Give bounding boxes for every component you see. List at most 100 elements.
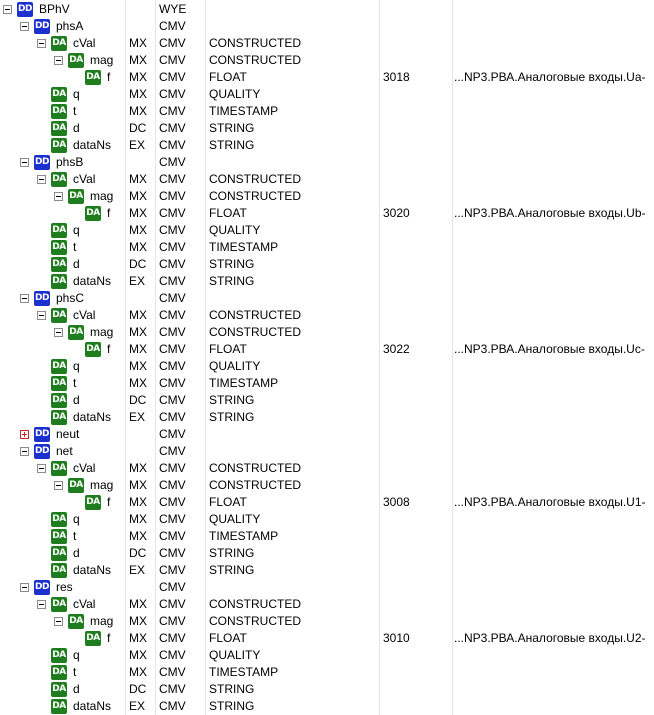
node-name[interactable]: net — [56, 444, 73, 458]
tree-row[interactable]: DA q MX CMV QUALITY — [0, 647, 654, 664]
tree-row[interactable]: DA mag MX CMV CONSTRUCTED — [0, 188, 654, 205]
collapse-minus-icon[interactable] — [37, 600, 46, 609]
node-name[interactable]: q — [73, 359, 80, 373]
node-name[interactable]: mag — [90, 53, 114, 67]
tree-row[interactable]: DA t MX CMV TIMESTAMP — [0, 375, 654, 392]
collapse-minus-icon[interactable] — [54, 56, 63, 65]
tree-row[interactable]: DA d DC CMV STRING — [0, 681, 654, 698]
collapse-minus-icon[interactable] — [37, 175, 46, 184]
tree-row[interactable]: DA d DC CMV STRING — [0, 545, 654, 562]
tree-row[interactable]: DA f MX CMV FLOAT 3022 ...NP3.РВА.Аналоговые в… — [0, 341, 654, 358]
node-name[interactable]: cVal — [73, 308, 96, 322]
node-name[interactable]: d — [73, 121, 80, 135]
tree-row[interactable]: DD neut CMV — [0, 426, 654, 443]
tree-row[interactable]: DA cVal MX CMV CONSTRUCTED — [0, 596, 654, 613]
tree-row[interactable]: DA t MX CMV TIMESTAMP — [0, 239, 654, 256]
tree-row[interactable]: DA mag MX CMV CONSTRUCTED — [0, 52, 654, 69]
node-name[interactable]: d — [73, 682, 80, 696]
node-name[interactable]: t — [73, 665, 77, 679]
node-name[interactable]: q — [73, 512, 80, 526]
tree-row[interactable]: DA cVal MX CMV CONSTRUCTED — [0, 460, 654, 477]
tree-row[interactable]: DA q MX CMV QUALITY — [0, 358, 654, 375]
tree-row[interactable]: DA dataNs EX CMV STRING — [0, 137, 654, 154]
node-name[interactable]: d — [73, 546, 80, 560]
collapse-minus-icon[interactable] — [20, 447, 29, 456]
tree-row[interactable]: DA f MX CMV FLOAT 3010 ...NP3.РВА.Аналоговые в… — [0, 630, 654, 647]
collapse-minus-icon[interactable] — [20, 22, 29, 31]
node-name[interactable]: mag — [90, 478, 114, 492]
tree-row[interactable]: DA dataNs EX CMV STRING — [0, 273, 654, 290]
tree-row[interactable]: DD res CMV — [0, 579, 654, 596]
collapse-minus-icon[interactable] — [54, 328, 63, 337]
tree-row[interactable]: DA d DC CMV STRING — [0, 392, 654, 409]
tree-row[interactable]: DA q MX CMV QUALITY — [0, 511, 654, 528]
tree-row[interactable]: DA f MX CMV FLOAT 3020 ...NP3.РВА.Аналоговые в… — [0, 205, 654, 222]
node-name[interactable]: dataNs — [73, 563, 112, 577]
expand-plus-icon[interactable] — [20, 430, 29, 439]
node-name[interactable]: t — [73, 104, 77, 118]
collapse-minus-icon[interactable] — [37, 39, 46, 48]
tree-row[interactable]: DA mag MX CMV CONSTRUCTED — [0, 477, 654, 494]
node-name[interactable]: dataNs — [73, 699, 112, 713]
tree-row[interactable]: DA dataNs EX CMV STRING — [0, 409, 654, 426]
collapse-minus-icon[interactable] — [37, 464, 46, 473]
node-name[interactable]: dataNs — [73, 274, 112, 288]
node-name[interactable]: d — [73, 257, 80, 271]
tree-row[interactable]: DA cVal MX CMV CONSTRUCTED — [0, 171, 654, 188]
node-name[interactable]: f — [107, 631, 111, 645]
node-name[interactable]: BPhV — [39, 2, 70, 16]
collapse-minus-icon[interactable] — [20, 158, 29, 167]
collapse-minus-icon[interactable] — [20, 583, 29, 592]
node-name[interactable]: t — [73, 240, 77, 254]
node-name[interactable]: t — [73, 376, 77, 390]
node-name[interactable]: t — [73, 529, 77, 543]
node-name[interactable]: cVal — [73, 172, 96, 186]
tree-row[interactable]: DA dataNs EX CMV STRING — [0, 698, 654, 715]
node-name[interactable]: q — [73, 223, 80, 237]
tree-row[interactable]: DD phsA CMV — [0, 18, 654, 35]
collapse-minus-icon[interactable] — [54, 192, 63, 201]
node-name[interactable]: mag — [90, 614, 114, 628]
tree-row[interactable]: DA d DC CMV STRING — [0, 256, 654, 273]
tree-row[interactable]: DD BPhV WYE — [0, 1, 654, 18]
collapse-minus-icon[interactable] — [54, 481, 63, 490]
node-name[interactable]: d — [73, 393, 80, 407]
node-name[interactable]: neut — [56, 427, 80, 441]
node-name[interactable]: mag — [90, 325, 114, 339]
node-name[interactable]: f — [107, 495, 111, 509]
node-name[interactable]: phsC — [56, 291, 85, 305]
collapse-minus-icon[interactable] — [3, 5, 12, 14]
node-name[interactable]: f — [107, 342, 111, 356]
node-name[interactable]: dataNs — [73, 410, 112, 424]
tree-row[interactable]: DA mag MX CMV CONSTRUCTED — [0, 324, 654, 341]
tree-row[interactable]: DA mag MX CMV CONSTRUCTED — [0, 613, 654, 630]
node-name[interactable]: cVal — [73, 461, 96, 475]
tree-row[interactable]: DA q MX CMV QUALITY — [0, 86, 654, 103]
node-name[interactable]: mag — [90, 189, 114, 203]
tree-row[interactable]: DA t MX CMV TIMESTAMP — [0, 664, 654, 681]
tree-row[interactable]: DA f MX CMV FLOAT 3018 ...NP3.РВА.Аналоговые в… — [0, 69, 654, 86]
tree-row[interactable]: DD phsB CMV — [0, 154, 654, 171]
node-name[interactable]: f — [107, 206, 111, 220]
tree-row[interactable]: DA t MX CMV TIMESTAMP — [0, 528, 654, 545]
tree-row[interactable]: DA cVal MX CMV CONSTRUCTED — [0, 35, 654, 52]
tree-row[interactable]: DA d DC CMV STRING — [0, 120, 654, 137]
tree-row[interactable]: DD phsC CMV — [0, 290, 654, 307]
node-name[interactable]: f — [107, 70, 111, 84]
tree-row[interactable]: DA cVal MX CMV CONSTRUCTED — [0, 307, 654, 324]
node-name[interactable]: phsA — [56, 19, 84, 33]
node-name[interactable]: q — [73, 87, 80, 101]
node-name[interactable]: q — [73, 648, 80, 662]
tree-row[interactable]: DA t MX CMV TIMESTAMP — [0, 103, 654, 120]
tree-row[interactable]: DA q MX CMV QUALITY — [0, 222, 654, 239]
node-name[interactable]: cVal — [73, 597, 96, 611]
collapse-minus-icon[interactable] — [37, 311, 46, 320]
tree-row[interactable]: DA f MX CMV FLOAT 3008 ...NP3.РВА.Аналоговые в… — [0, 494, 654, 511]
node-name[interactable]: cVal — [73, 36, 96, 50]
node-name[interactable]: phsB — [56, 155, 84, 169]
tree-row[interactable]: DD net CMV — [0, 443, 654, 460]
collapse-minus-icon[interactable] — [20, 294, 29, 303]
tree-row[interactable]: DA dataNs EX CMV STRING — [0, 562, 654, 579]
node-name[interactable]: dataNs — [73, 138, 112, 152]
node-name[interactable]: res — [56, 580, 73, 594]
